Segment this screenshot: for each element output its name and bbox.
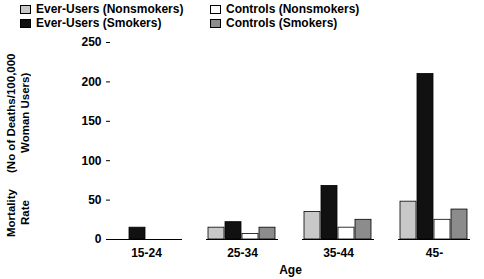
svg-text:200: 200 [81, 75, 101, 89]
html-text:Controls (Smokers): Controls (Smokers) [226, 16, 338, 30]
html-text:Ever-Users (Smokers): Ever-Users (Smokers) [36, 16, 162, 30]
svg-text:0: 0 [95, 232, 102, 246]
html-text:(No of Deaths/100,000 Woman Us: (No of Deaths/100,000 Woman Users) [5, 53, 31, 173]
svg-text:45-: 45- [426, 246, 443, 260]
svg-text:Age: Age [279, 263, 302, 277]
svg-text:25-34: 25-34 [227, 246, 258, 260]
svg-text:15-24: 15-24 [131, 246, 162, 260]
html-text:Mortality Rate: Mortality Rate [5, 188, 31, 237]
svg-text:250: 250 [81, 35, 101, 49]
svg-text:150: 150 [81, 114, 101, 128]
svg-text:35-44: 35-44 [323, 246, 354, 260]
svg-text:100: 100 [81, 154, 101, 168]
html-text:Controls (Nonsmokers): Controls (Nonsmokers) [226, 2, 360, 16]
svg-text:50: 50 [88, 193, 102, 207]
html-text:Ever-Users (Nonsmokers): Ever-Users (Nonsmokers) [36, 2, 184, 16]
